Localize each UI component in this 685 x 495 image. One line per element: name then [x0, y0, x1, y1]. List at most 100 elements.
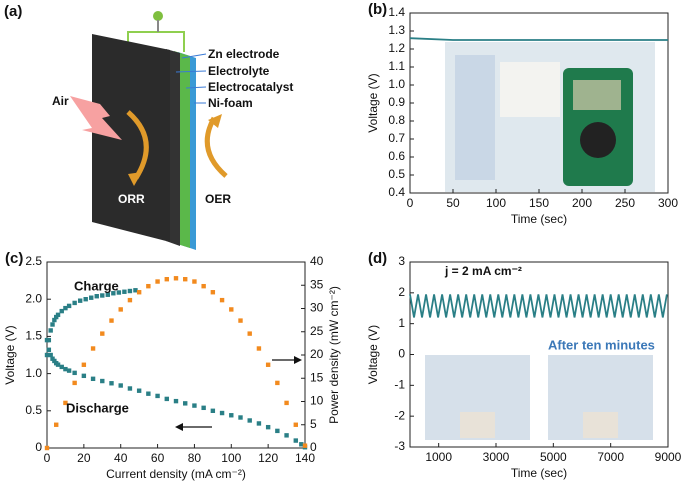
data-point [100, 331, 105, 336]
y-tick-label: 0 [398, 347, 405, 361]
data-point [192, 403, 197, 408]
data-point [155, 393, 160, 399]
data-point [55, 312, 61, 318]
data-point [66, 303, 72, 309]
data-point [55, 362, 61, 367]
data-point [48, 352, 53, 358]
data-point [63, 366, 68, 372]
data-point [155, 279, 160, 284]
x-axis-label: Time (sec) [511, 466, 567, 480]
y-tick-label: 1.3 [388, 23, 405, 37]
x-tick-label: 140 [295, 451, 315, 465]
data-point [89, 295, 94, 300]
photo-detail [583, 412, 618, 438]
data-point [238, 318, 243, 323]
layer-label: Electrocatalyst [208, 80, 293, 94]
y-tick-label: 1.0 [388, 77, 405, 91]
y2-axis-label: Power density (mW cm⁻²) [327, 286, 341, 424]
data-point [133, 288, 138, 293]
x-tick-label: 250 [615, 196, 635, 210]
x-tick-label: 50 [446, 196, 460, 210]
y-tick-label: 1.1 [388, 59, 405, 73]
data-point [109, 318, 114, 323]
data-point [183, 401, 188, 406]
data-point [265, 424, 271, 430]
data-point [302, 443, 308, 448]
oer-arrow [204, 116, 228, 178]
data-point [105, 292, 111, 297]
y2-tick-label: 10 [310, 394, 324, 408]
y-tick-label: 2.0 [25, 291, 42, 305]
data-point [219, 410, 225, 416]
data-point [293, 438, 298, 443]
data-point [100, 293, 105, 298]
leader-line [185, 86, 207, 89]
data-point [247, 418, 252, 423]
y-axis-label: Voltage (V) [3, 325, 17, 384]
wire [127, 31, 185, 52]
layer-label: Zn electrode [208, 47, 280, 61]
panel-label: (d) [368, 250, 387, 267]
series-label: Discharge [66, 400, 129, 415]
leader-line [181, 53, 207, 59]
data-point [63, 400, 68, 406]
data-point [44, 352, 50, 358]
data-point [284, 400, 289, 406]
y-tick-label: 2.5 [25, 254, 42, 268]
data-point [44, 337, 50, 343]
data-point [173, 398, 179, 404]
x-tick-label: 100 [486, 196, 506, 210]
data-point [90, 346, 96, 351]
y2-tick-label: 20 [310, 347, 324, 361]
x-tick-label: 200 [572, 196, 592, 210]
y-tick-label: 0.5 [25, 403, 42, 417]
data-point [77, 298, 83, 303]
annotation: After ten minutes [548, 337, 655, 352]
y-tick-label: 0 [35, 440, 42, 454]
panel-label: (b) [368, 1, 387, 18]
data-point [275, 428, 280, 434]
data-point [201, 405, 206, 411]
y-tick-label: 0.6 [388, 149, 405, 163]
data-point [265, 362, 271, 367]
data-point [54, 314, 59, 320]
x-tick-label: 40 [114, 451, 128, 465]
data-point [219, 297, 225, 303]
data-point [52, 358, 57, 364]
data-point [109, 381, 114, 386]
x-tick-label: 7000 [597, 450, 624, 464]
y2-tick-label: 15 [310, 370, 324, 384]
data-point [256, 346, 262, 351]
x-tick-label: 20 [77, 451, 91, 465]
panel-label: (c) [5, 250, 23, 267]
annotation: j = 2 mA cm⁻² [444, 264, 522, 278]
air-label: Air [52, 94, 69, 108]
x-tick-label: 0 [407, 196, 414, 210]
data-point [90, 376, 96, 382]
y-tick-label: 1.4 [388, 5, 405, 19]
data-point [81, 362, 87, 367]
panel-label: (a) [4, 3, 22, 20]
data-point [50, 322, 55, 327]
y2-tick-label: 0 [310, 440, 317, 454]
arrowhead [175, 423, 183, 431]
x-tick-label: 0 [44, 451, 51, 465]
data-point [229, 307, 234, 312]
orr-arrowhead [128, 172, 142, 186]
data-point [136, 388, 142, 393]
y-tick-label: 0.7 [388, 131, 405, 145]
y-tick-label: 1.5 [25, 329, 42, 343]
data-point [210, 290, 216, 295]
data-point [229, 413, 234, 418]
data-point [116, 290, 122, 295]
layer-label: Ni-foam [208, 96, 253, 110]
y2-tick-label: 5 [310, 417, 317, 431]
x-tick-label: 150 [529, 196, 549, 210]
x-tick-label: 300 [658, 196, 678, 210]
data-point [146, 391, 151, 396]
data-point [164, 277, 169, 282]
data-point [44, 445, 50, 451]
bulb-icon [153, 11, 163, 21]
zn-electrode [92, 34, 170, 242]
data-point [136, 290, 142, 295]
